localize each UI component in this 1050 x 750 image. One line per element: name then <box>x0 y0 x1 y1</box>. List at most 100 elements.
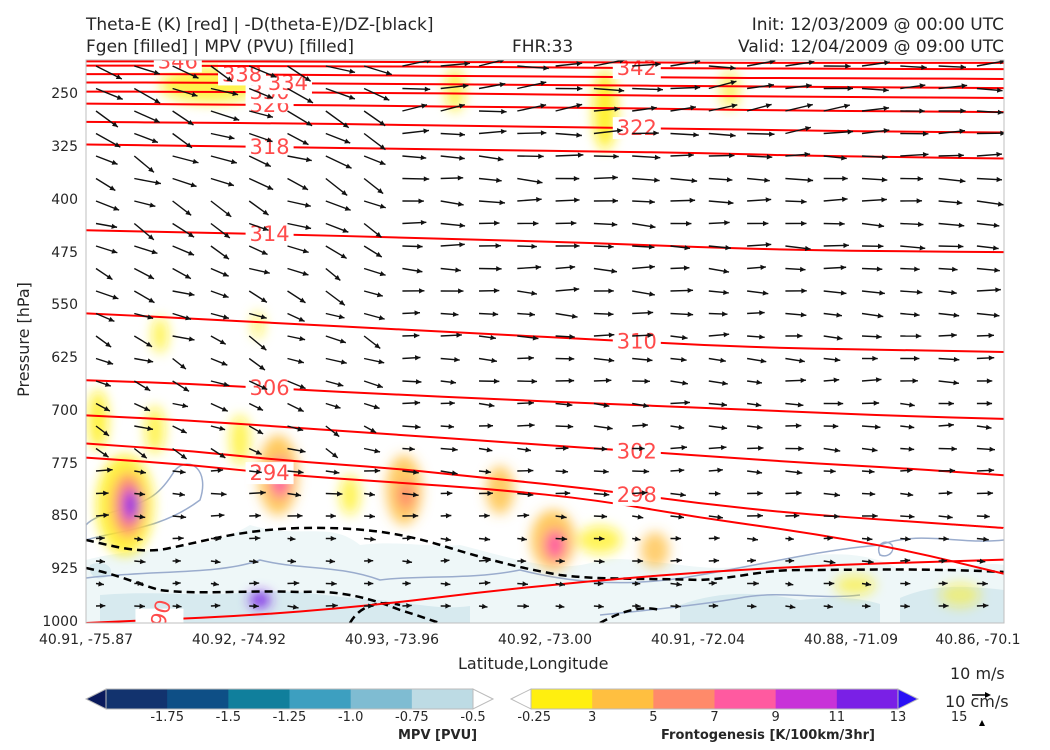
wind-vector-head <box>340 253 347 259</box>
wind-vector-head <box>529 311 535 317</box>
wind-vector-head <box>796 490 802 496</box>
wind-vector-head <box>562 468 569 475</box>
wind-vector-head <box>99 558 106 564</box>
fgen-swatch <box>714 689 777 709</box>
wind-vector-head <box>836 312 842 318</box>
wind-vector-head <box>769 60 776 65</box>
wind-vector-head <box>266 93 273 99</box>
wind-vector-head <box>608 332 615 338</box>
wind-vector-head <box>769 131 775 137</box>
mpv-tick-label: -1.75 <box>150 710 184 725</box>
wind-vector-head <box>603 468 609 475</box>
wind-vector-head <box>676 557 682 564</box>
wind-vector-head <box>252 558 259 565</box>
wind-vector-head <box>444 581 451 587</box>
wind-vector-head <box>758 445 764 451</box>
wind-vector-head <box>140 469 146 475</box>
wind-vector-head <box>601 513 608 519</box>
mpv-tick-label: -0.5 <box>460 710 486 725</box>
valid-time: Valid: 12/04/2009 @ 09:00 UTC <box>738 37 1004 57</box>
wind-vector-head <box>765 197 772 203</box>
wind-vector-head <box>996 151 1002 158</box>
wind-vector-head <box>694 60 701 65</box>
wind-vector-head <box>986 400 993 407</box>
wind-vector-head <box>220 491 227 497</box>
wind-vector-head <box>988 355 995 361</box>
wind-vector-head <box>953 380 959 386</box>
wind-vector-head <box>536 196 542 203</box>
wind-vector-head <box>649 291 655 297</box>
theta-e-contour-290 <box>86 558 1004 623</box>
x-tick-label: 40.92, -73.00 <box>497 632 593 648</box>
wind-vector-head <box>485 469 492 475</box>
wind-vector-head <box>499 199 506 206</box>
wind-vector-head <box>801 288 807 294</box>
wind-vector-head <box>997 109 1004 115</box>
wind-vector-head <box>750 558 756 564</box>
forecast-hour: FHR:33 <box>512 37 574 57</box>
wind-vector-head <box>297 513 303 519</box>
fgen-tick-label: 3 <box>588 710 597 725</box>
wind-vector-head <box>598 558 605 564</box>
wind-vector-head <box>914 266 920 272</box>
wind-vector-head <box>687 287 694 294</box>
wind-vector-head <box>834 357 841 363</box>
wind-vector-head <box>866 536 873 542</box>
wind-vector-head <box>959 178 966 184</box>
wind-vector-head <box>417 243 423 250</box>
wind-vector-head <box>688 152 694 158</box>
wind-vector-head <box>725 245 731 251</box>
wind-vector-head <box>723 289 729 296</box>
wind-vector-head <box>540 80 547 86</box>
wind-vector-head <box>798 446 804 452</box>
wind-vector-head <box>345 163 352 169</box>
wind-vector-head <box>154 98 161 104</box>
wind-vector-head <box>256 469 262 475</box>
wind-vector-head <box>217 467 224 474</box>
wind-vector-head <box>180 453 187 459</box>
wind-vector-head <box>103 430 109 436</box>
wind-vector-head <box>750 603 757 609</box>
wind-vector-head <box>691 177 698 184</box>
wind-vector-head <box>486 447 493 453</box>
wind-vector-head <box>221 360 228 366</box>
wind-vector-head <box>338 314 345 320</box>
wind-vector-head <box>881 197 887 203</box>
wind-vector-head <box>649 264 655 270</box>
wind-vector-head <box>458 103 465 109</box>
wind-vector-head <box>573 286 580 293</box>
wind-vector-head <box>616 128 623 134</box>
wind-vector-head <box>111 159 118 165</box>
wind-vector-head <box>484 580 491 586</box>
wind-vector-head <box>267 184 274 190</box>
wind-vector-head <box>499 60 505 64</box>
wind-vector-head <box>301 184 308 190</box>
wind-vector-head <box>919 245 926 251</box>
wind-vector-head <box>721 402 727 408</box>
wind-vector-head <box>653 130 659 136</box>
wind-vector-head <box>730 65 736 71</box>
frontogenesis-colorbar-title: Frontogenesis [K/100km/3hr] <box>661 728 875 743</box>
wind-vector-head <box>907 491 914 498</box>
wind-vector-head <box>797 402 804 408</box>
wind-vector-head <box>993 222 1000 228</box>
wind-vector-head <box>98 581 104 587</box>
wind-vector-head <box>721 425 728 431</box>
wind-vector-head <box>111 248 118 254</box>
frontogenesis-fill <box>88 67 980 608</box>
wind-vector-head <box>872 513 878 519</box>
wind-vector-head <box>446 490 453 496</box>
wind-vector-head <box>304 202 311 208</box>
wind-vector-head <box>919 83 926 89</box>
wind-vector-head <box>370 427 377 433</box>
wind-vector-head <box>222 293 229 298</box>
wind-vector-head <box>654 154 661 161</box>
wind-vector-head <box>337 381 344 387</box>
wind-vector-head <box>682 380 688 386</box>
wind-vector-head <box>521 536 527 542</box>
wind-vector-head <box>765 242 772 248</box>
wind-vector-head <box>374 343 381 349</box>
wind-vector-head <box>302 270 309 276</box>
wind-vector-head <box>462 83 469 89</box>
wind-vector-head <box>951 446 957 452</box>
